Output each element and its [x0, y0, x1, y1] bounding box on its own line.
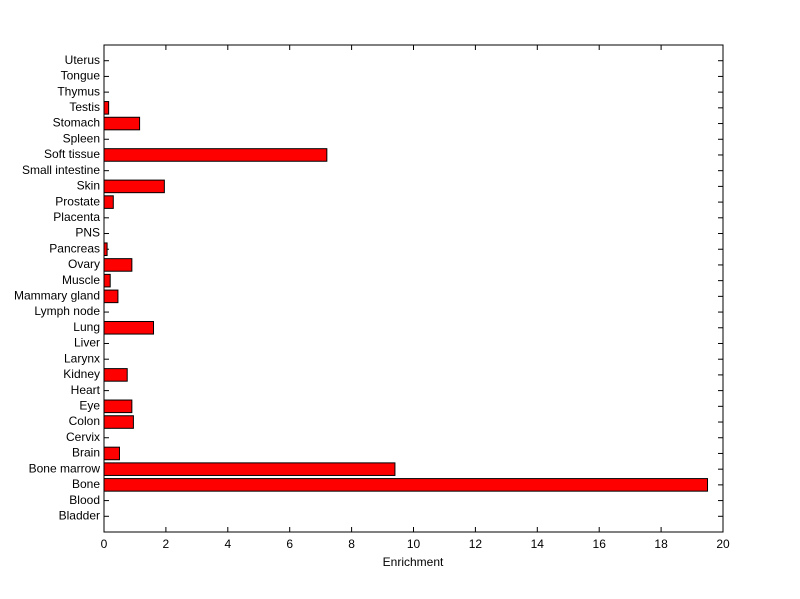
y-tick-label: Kidney — [63, 367, 100, 381]
x-tick-label: 6 — [286, 537, 293, 551]
y-tick-label: Larynx — [64, 351, 100, 365]
bar — [103, 116, 141, 131]
bar — [103, 478, 709, 492]
y-tick-label: Placenta — [53, 210, 100, 224]
x-tick-label: 16 — [593, 537, 607, 551]
bar — [103, 101, 110, 115]
y-tick-label: Spleen — [63, 131, 100, 145]
bar — [103, 415, 134, 429]
y-tick-label: Pancreas — [49, 241, 100, 255]
y-tick-label: Liver — [74, 336, 100, 350]
y-tick-label: Blood — [69, 493, 100, 507]
y-tick-label: Colon — [69, 414, 100, 428]
x-tick-label: 2 — [163, 537, 170, 551]
y-tick-label: Soft tissue — [44, 147, 100, 161]
bar — [103, 289, 119, 304]
x-axis-label: Enrichment — [383, 555, 444, 569]
bar — [103, 195, 114, 209]
y-tick-label: Bone marrow — [29, 461, 101, 475]
bar — [103, 399, 133, 414]
bar — [103, 446, 120, 461]
bar — [103, 242, 108, 257]
x-tick-label: 18 — [654, 537, 668, 551]
y-tick-label: Brain — [72, 446, 100, 460]
bar — [103, 179, 165, 194]
bar — [103, 462, 396, 476]
bar — [103, 148, 328, 162]
bar — [103, 273, 111, 288]
x-tick-label: 0 — [101, 537, 108, 551]
y-tick-label: Cervix — [66, 430, 100, 444]
y-tick-label: Stomach — [53, 116, 100, 130]
y-tick-label: Muscle — [62, 273, 100, 287]
y-tick-label: Uterus — [65, 53, 100, 67]
x-tick-label: 4 — [224, 537, 231, 551]
y-tick-label: Bone — [72, 477, 100, 491]
y-tick-label: Skin — [77, 179, 100, 193]
plot-frame — [103, 44, 724, 533]
y-tick-label: Heart — [71, 383, 101, 397]
y-tick-label: Lymph node — [34, 304, 100, 318]
x-tick-label: 8 — [348, 537, 355, 551]
y-tick-label: Mammary gland — [14, 289, 100, 303]
x-tick-label: 14 — [531, 537, 545, 551]
bar — [103, 320, 155, 335]
y-tick-label: Lung — [73, 320, 100, 334]
x-tick-label: 12 — [469, 537, 483, 551]
y-tick-label: Thymus — [57, 84, 100, 98]
y-tick-label: Tongue — [61, 69, 101, 83]
x-tick-label: 20 — [716, 537, 730, 551]
y-tick-label: Small intestine — [22, 163, 100, 177]
y-tick-label: Testis — [69, 100, 100, 114]
y-tick-label: Bladder — [59, 508, 100, 522]
bar — [103, 258, 133, 272]
bar — [103, 368, 128, 382]
y-tick-label: Ovary — [68, 257, 100, 271]
y-tick-label: Eye — [79, 398, 100, 412]
y-tick-label: Prostate — [55, 194, 100, 208]
x-tick-label: 10 — [407, 537, 421, 551]
y-tick-label: PNS — [75, 226, 100, 240]
